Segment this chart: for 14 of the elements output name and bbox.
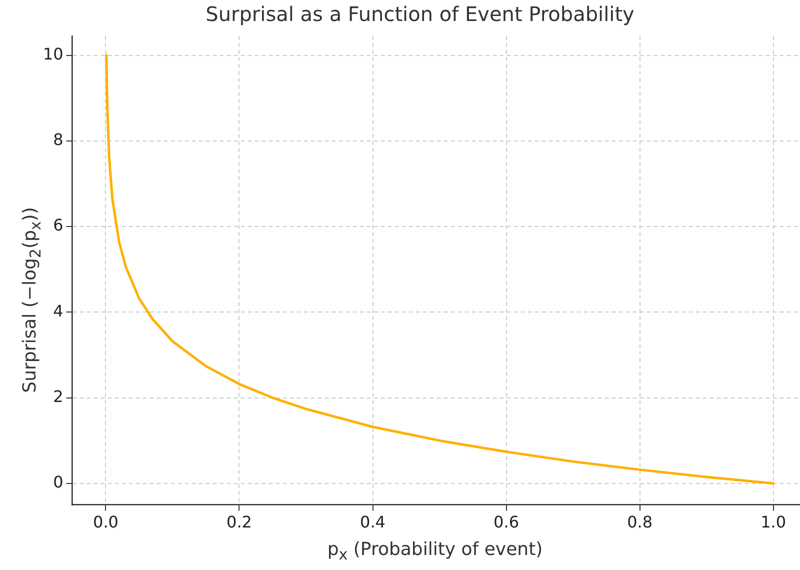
x-tick-label: 0.8 (627, 512, 653, 532)
chart-title: Surprisal as a Function of Event Probability (206, 2, 635, 26)
y-tick-label: 6 (53, 216, 64, 235)
x-tick-label: 0.4 (360, 512, 386, 532)
x-tick-label: 0.6 (494, 512, 519, 532)
x-tick-label: 0.2 (226, 512, 252, 532)
x-tick-label: 0.0 (93, 512, 118, 532)
y-tick-label: 0 (53, 472, 64, 492)
y-tick-label: 4 (53, 301, 64, 320)
x-tick-label: 1.0 (760, 512, 786, 532)
x-axis-title: p$_{x}$ (Probability of event) (326, 539, 544, 564)
y-tick-label: 8 (53, 130, 64, 150)
y-tick-label: 10 (43, 44, 64, 64)
y-tick-label: 2 (53, 386, 64, 406)
